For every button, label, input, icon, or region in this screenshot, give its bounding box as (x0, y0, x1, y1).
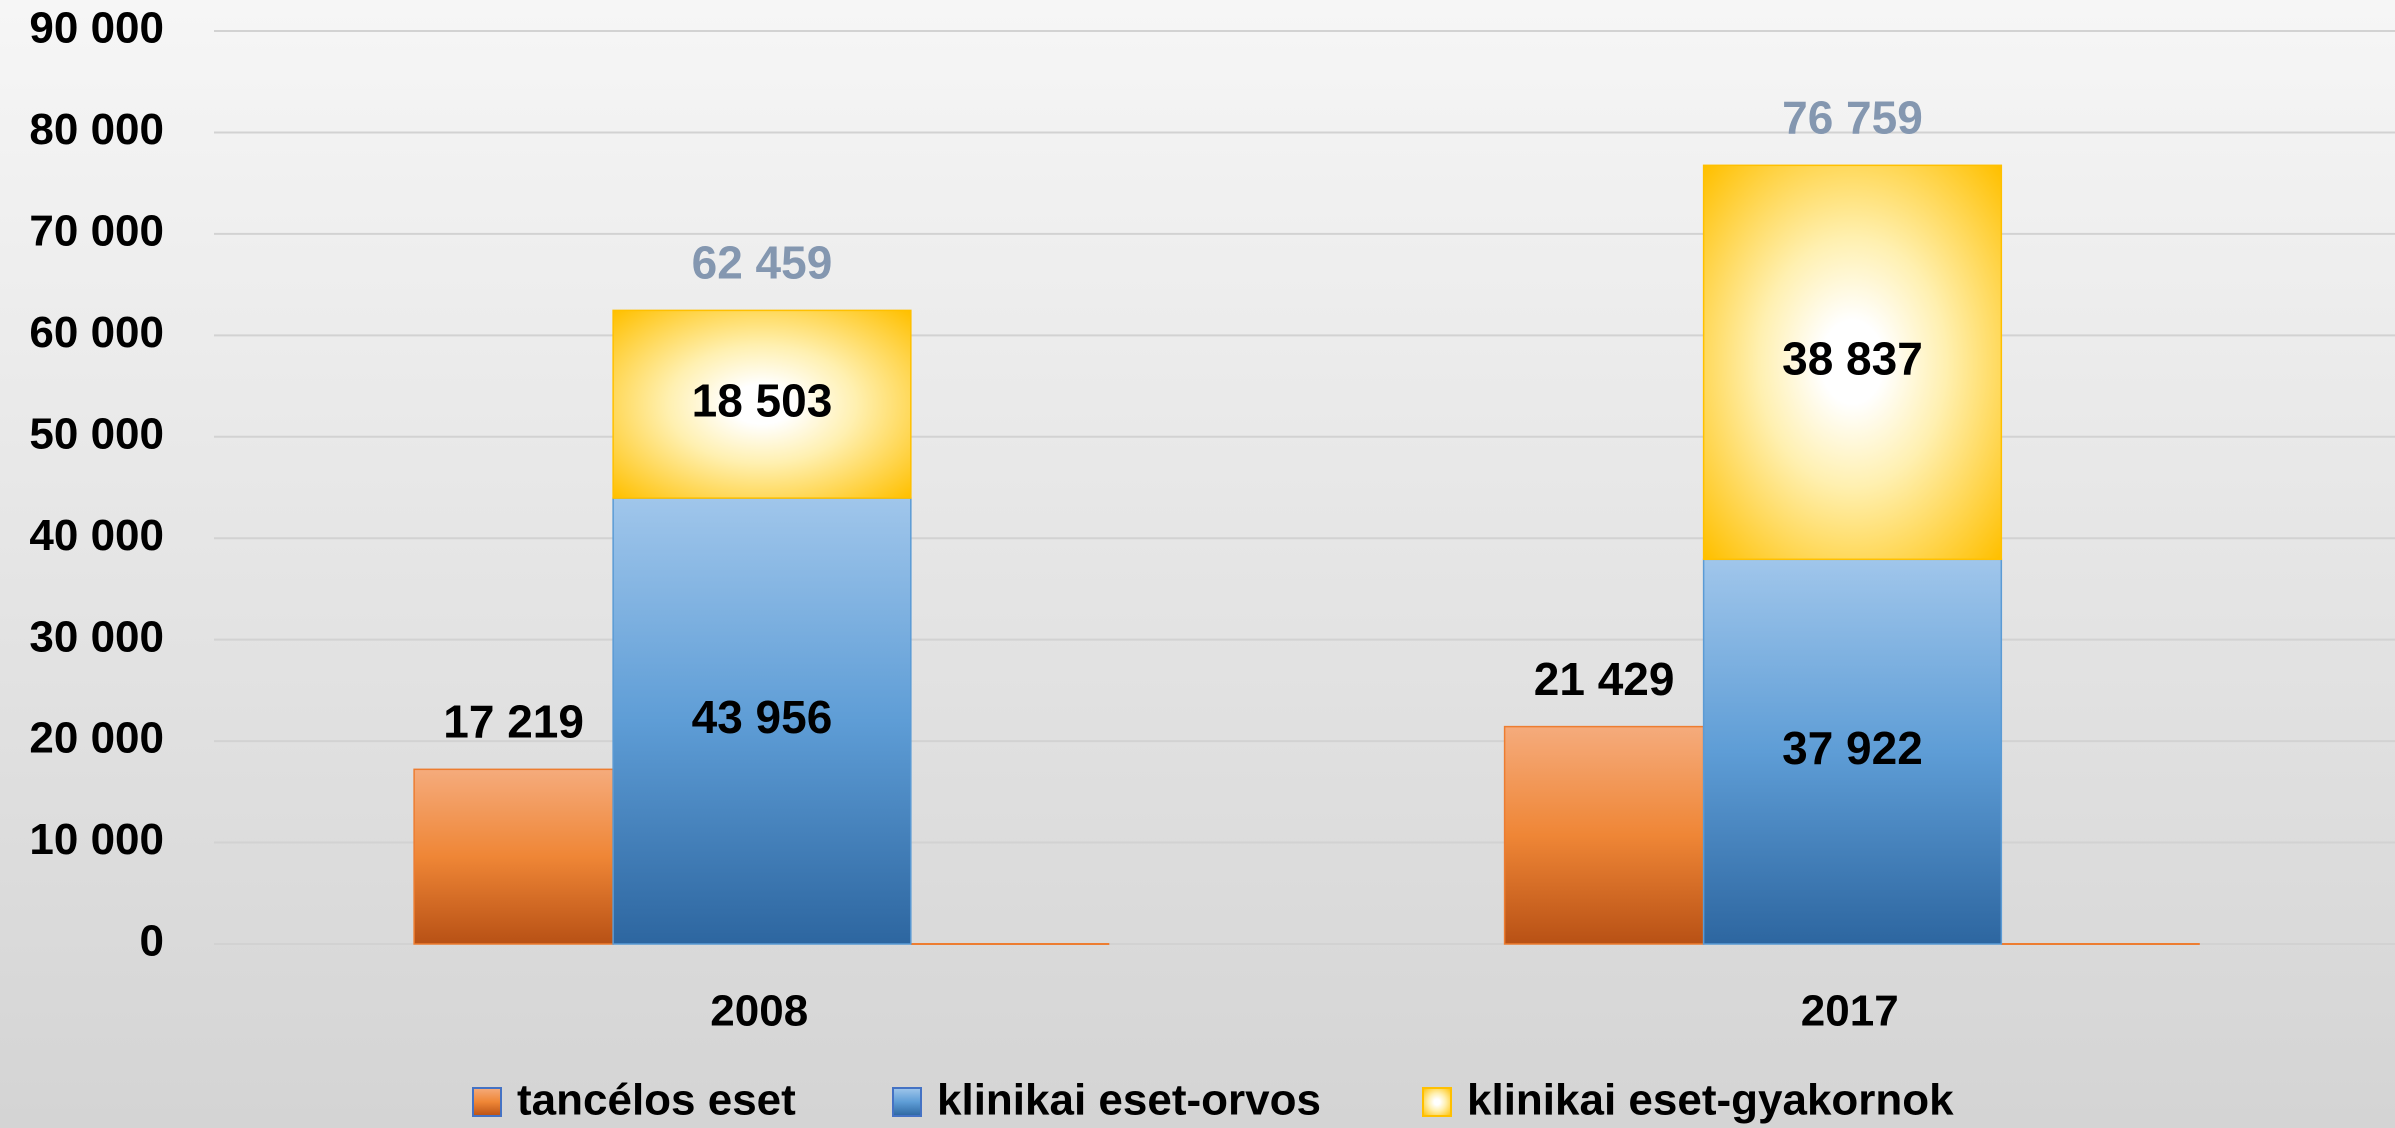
legend-label: klinikai eset-orvos (937, 1076, 1321, 1125)
bar (413, 768, 614, 945)
data-label: 17 219 (443, 695, 584, 747)
data-label: 43 956 (692, 691, 833, 743)
legend-marker (892, 1087, 922, 1117)
y-tick-label: 70 000 (29, 207, 164, 256)
legend-label: tancélos eset (517, 1076, 796, 1125)
x-tick-label: 2008 (710, 987, 808, 1036)
y-tick-label: 30 000 (29, 612, 164, 661)
y-tick-label: 10 000 (29, 815, 164, 864)
bar (1503, 725, 1705, 945)
y-tick-label: 50 000 (29, 409, 164, 458)
y-tick-label: 40 000 (29, 511, 164, 560)
data-label: 18 503 (692, 374, 833, 426)
y-tick-label: 90 000 (29, 4, 164, 53)
x-tick-label: 2017 (1801, 987, 1899, 1036)
data-label: 38 837 (1782, 332, 1923, 384)
total-label: 76 759 (1782, 91, 1923, 143)
bar (612, 497, 912, 945)
data-label: 21 429 (1534, 653, 1675, 705)
total-label: 62 459 (692, 237, 833, 289)
y-tick-label: 20 000 (29, 714, 164, 763)
y-tick-label: 60 000 (29, 308, 164, 357)
legend-marker (1422, 1087, 1452, 1117)
y-tick-label: 80 000 (29, 105, 164, 154)
bar (1702, 164, 2003, 561)
legend-marker (472, 1087, 502, 1117)
legend-label: klinikai eset-gyakornok (1467, 1076, 1954, 1125)
data-label: 37 922 (1782, 722, 1923, 774)
bar (612, 309, 912, 499)
y-tick-label: 0 (140, 917, 164, 966)
